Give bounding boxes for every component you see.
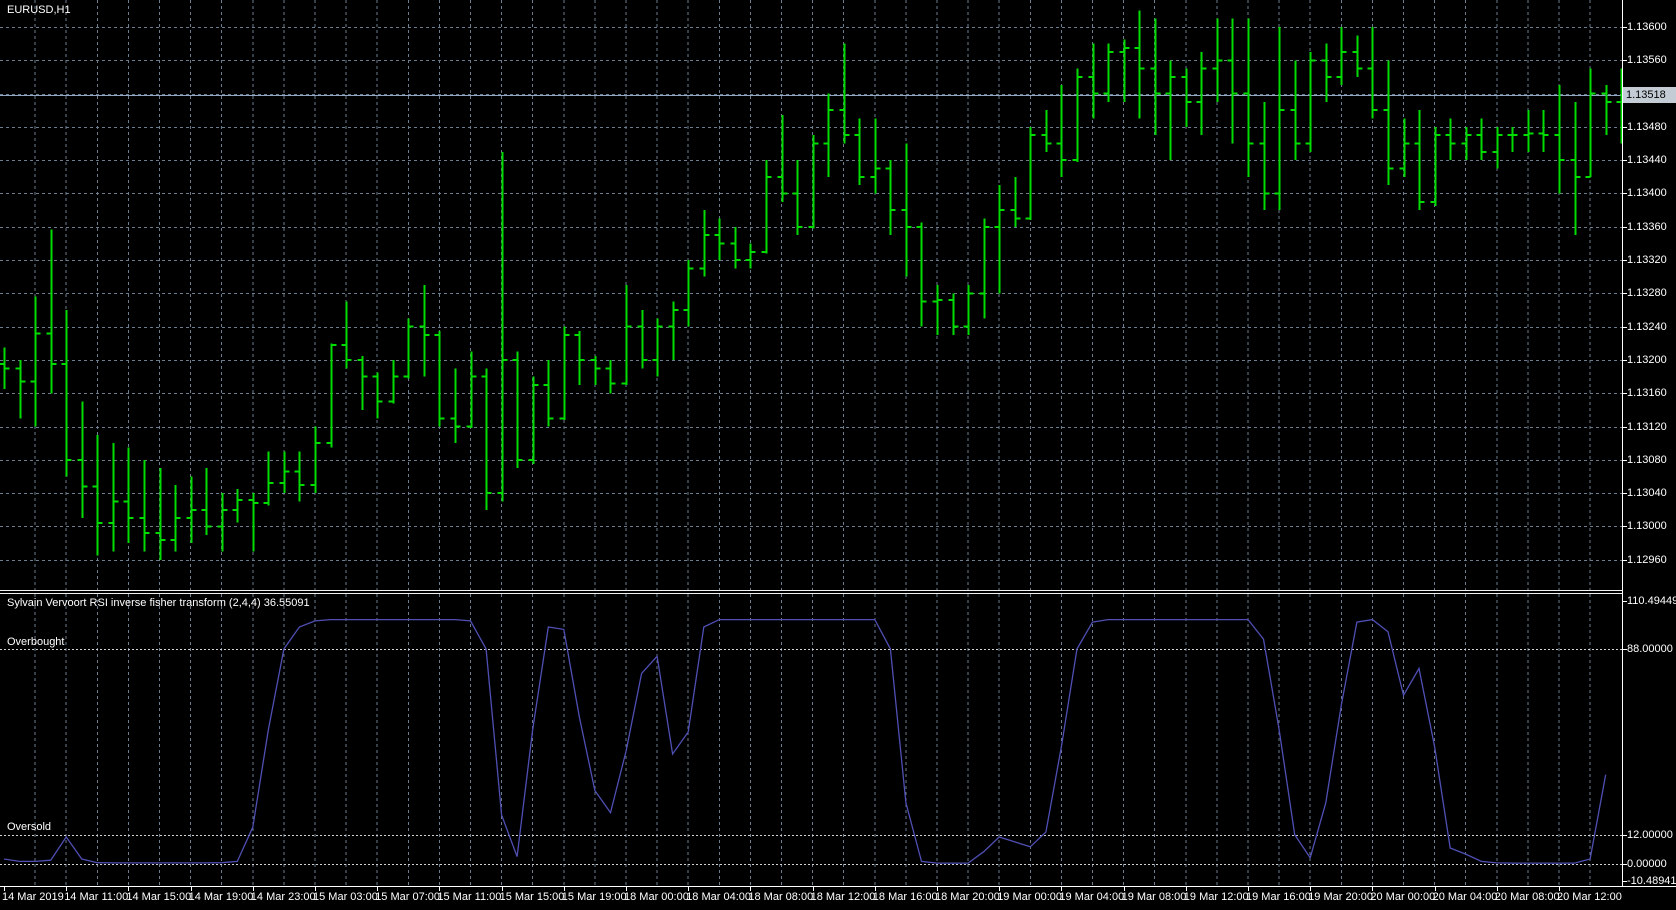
indicator-scale-label: 110.49449: [1627, 595, 1676, 607]
price-scale-label: 1.13360: [1627, 220, 1667, 233]
time-scale-label: 15 Mar 19:00: [561, 891, 627, 903]
overbought-label: Overbought: [7, 636, 65, 648]
time-scale-label: 18 Mar 20:00: [935, 891, 1000, 903]
time-scale-label: 14 Mar 2019: [2, 891, 64, 903]
price-scale-label: 1.13440: [1627, 154, 1667, 167]
price-scale-label: 1.13000: [1627, 520, 1667, 533]
time-scale-label: 19 Mar 00:00: [997, 891, 1063, 903]
price-scale-label: 1.13320: [1627, 254, 1667, 267]
time-scale-label: 20 Mar 08:00: [1494, 891, 1560, 903]
price-scale-label: 1.13400: [1627, 187, 1667, 200]
time-scale-label: 15 Mar 11:00: [437, 891, 502, 903]
axes-layer: [0, 0, 1676, 891]
price-scale-label: 1.13600: [1627, 20, 1667, 33]
symbol-period-label: EURUSD,H1: [7, 4, 71, 16]
time-scale-label: 19 Mar 12:00: [1183, 891, 1249, 903]
price-scale-label: 1.13120: [1627, 420, 1667, 433]
current-price-value: 1.13518: [1626, 89, 1666, 102]
price-scale-label: 1.13280: [1627, 287, 1667, 300]
price-bars: [0, 10, 1627, 560]
time-scale-label: 14 Mar 23:00: [250, 891, 316, 903]
price-scale-label: 1.13480: [1627, 120, 1667, 133]
time-scale-label: 14 Mar 19:00: [188, 891, 254, 903]
indicator-scale-label: 88.00000: [1627, 642, 1673, 655]
time-scale-label: 19 Mar 16:00: [1246, 891, 1311, 903]
time-scale-label: 15 Mar 07:00: [375, 891, 441, 903]
oversold-label: Oversold: [7, 821, 52, 833]
time-scale-label: 18 Mar 16:00: [872, 891, 938, 903]
time-scale-label: 19 Mar 04:00: [1059, 891, 1125, 903]
time-scale-label: 19 Mar 08:00: [1121, 891, 1187, 903]
time-scale-label: 18 Mar 12:00: [810, 891, 876, 903]
time-scale-label: 18 Mar 00:00: [624, 891, 689, 903]
current-price-tag: 1.13518: [1623, 87, 1676, 104]
indicator-scale-label: 12.00000: [1627, 828, 1673, 841]
time-scale-label: 18 Mar 04:00: [686, 891, 752, 903]
indicator-scale-label: -10.48941: [1627, 875, 1676, 887]
time-scale-label: 14 Mar 11:00: [64, 891, 129, 903]
time-scale-label: 15 Mar 15:00: [499, 891, 565, 903]
indicator-level-lines: [0, 649, 1622, 865]
indicator-scale-label: 0.00000: [1627, 857, 1667, 870]
price-scale-label: 1.13040: [1627, 487, 1667, 500]
time-scale-label: 19 Mar 20:00: [1308, 891, 1374, 903]
time-scale-label: 18 Mar 08:00: [748, 891, 814, 903]
price-scale-label: 1.13240: [1627, 320, 1667, 333]
time-scale-label: 20 Mar 04:00: [1432, 891, 1498, 903]
time-scale-label: 15 Mar 03:00: [313, 891, 378, 903]
indicator-title: Sylvain Vervoort RSI inverse fisher tran…: [7, 597, 310, 609]
grid-layer: [0, 0, 1622, 886]
time-scale-label: 14 Mar 15:00: [126, 891, 192, 903]
price-scale-label: 1.13560: [1627, 54, 1667, 67]
indicator-line: [3, 618, 1607, 864]
price-scale-label: 1.13200: [1627, 353, 1667, 366]
price-scale-label: 1.13080: [1627, 453, 1667, 466]
price-scale-label: 1.12960: [1627, 553, 1667, 566]
time-scale-label: 20 Mar 00:00: [1370, 891, 1436, 903]
time-scale-label: 20 Mar 12:00: [1557, 891, 1622, 903]
price-scale-label: 1.13160: [1627, 387, 1667, 400]
